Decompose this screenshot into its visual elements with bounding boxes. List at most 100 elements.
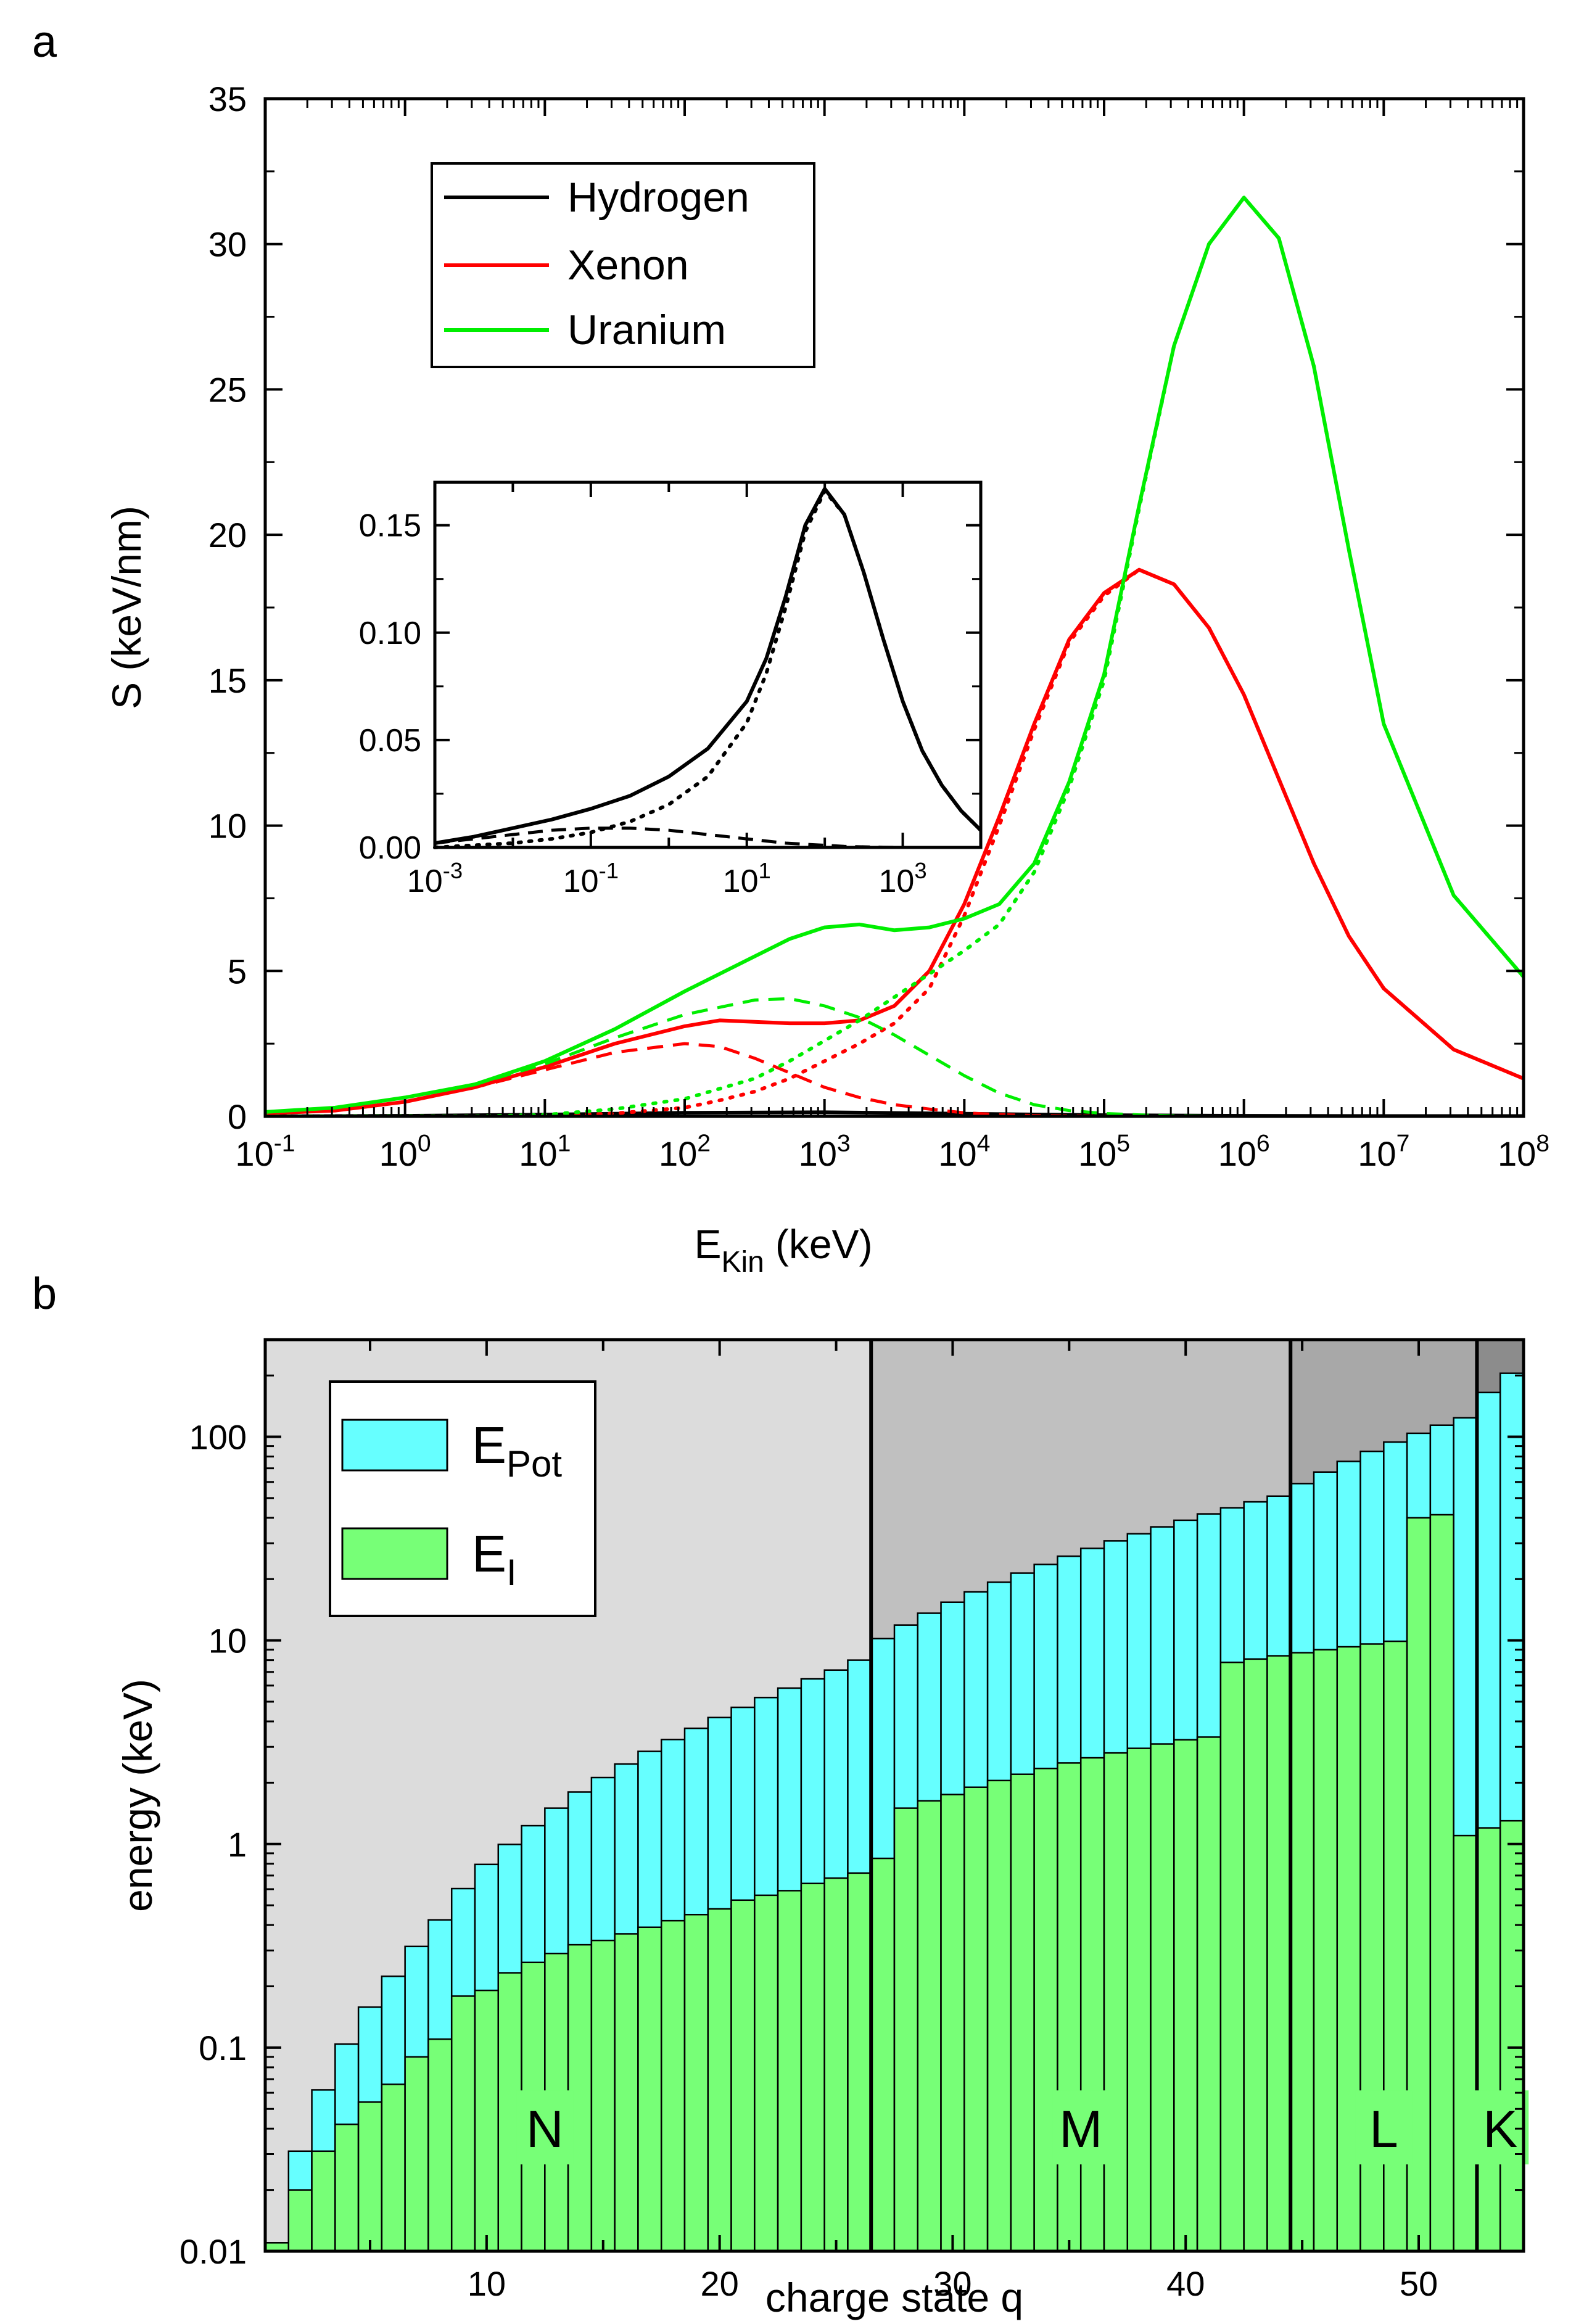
bar-ei-q8 <box>427 2038 453 2252</box>
inset-x-tick-label: 10-1 <box>563 858 619 899</box>
bar-ei-q37 <box>1103 1752 1129 2252</box>
panel-b-label: b <box>32 1269 57 1319</box>
inset-y-tick-label: 0.15 <box>359 508 421 544</box>
a-y-tick-label: 30 <box>208 225 247 264</box>
bar-ei-q45 <box>1289 1652 1315 2252</box>
inset-background <box>435 482 981 847</box>
curve-uranium-total <box>265 196 1524 1114</box>
panel-b-legend: EPot EI <box>329 1380 596 1617</box>
bar-ei-q40 <box>1173 1739 1198 2252</box>
bar-ei-q15 <box>590 1939 616 2252</box>
bar-ei-q42 <box>1219 1662 1245 2252</box>
bar-ei-q29 <box>917 1800 942 2252</box>
bar-ei-q33 <box>1010 1773 1035 2252</box>
a-x-tick-label: 106 <box>1218 1130 1270 1173</box>
a-x-tick-label: 107 <box>1358 1130 1409 1173</box>
inset-y-tick-label: 0.10 <box>359 616 421 651</box>
b-x-tick-label: 10 <box>468 2264 506 2303</box>
a-x-tick-label: 108 <box>1498 1130 1549 1173</box>
inset-axes: 10-3 10-1 101 103 0.00 0.05 0.10 0.15 <box>359 482 982 899</box>
curve-xenon-total <box>265 567 1524 1116</box>
panel-a-axes: 10-1 100 101 102 103 104 105 106 107 108 0 5 10 15 20 2… <box>208 80 1549 1173</box>
b-x-tick-label: 40 <box>1166 2264 1205 2303</box>
a-x-tick-label: 105 <box>1078 1130 1130 1173</box>
bar-ei-q38 <box>1126 1747 1152 2252</box>
bar-ei-q23 <box>777 1890 802 2252</box>
panel-a-inset-chart: 10-3 10-1 101 103 0.00 0.05 0.10 0.15 <box>359 480 983 899</box>
panel-b-legend-box <box>329 1380 596 1617</box>
legend-ei-swatch <box>341 1527 448 1580</box>
inset-frame <box>433 480 983 849</box>
bar-ei-q26 <box>847 1872 872 2252</box>
legend-uranium-label: Uranium <box>567 307 726 353</box>
shell-label-bg-l <box>1355 2090 1413 2165</box>
panel-a-y-axis-title: S (keV/nm) <box>104 506 149 709</box>
bar-ei-q5 <box>357 2101 383 2252</box>
bar-ei-q53 <box>1476 1827 1501 2252</box>
a-x-tick-label: 101 <box>519 1130 571 1173</box>
bar-ei-q52 <box>1453 1834 1478 2252</box>
a-y-tick-label: 20 <box>208 516 247 554</box>
bar-ei-q46 <box>1313 1649 1339 2252</box>
bar-ei-q34 <box>1033 1768 1058 2252</box>
bar-ei-q16 <box>614 1933 639 2252</box>
inset-y-tick-label: 0.00 <box>359 830 421 866</box>
shell-label-m: M <box>1059 2100 1102 2158</box>
inset-hydrogen-total <box>434 487 983 845</box>
panel-a-chart: 10-1 100 101 102 103 104 105 106 107 108 0 5 10 15 20 2… <box>104 80 1549 1279</box>
legend-ei-label: EI <box>472 1525 517 1593</box>
legend-hydrogen-label: Hydrogen <box>567 174 749 221</box>
b-y-tick-label: 0.01 <box>179 2232 247 2271</box>
panel-b-chart: N M L K 10 20 30 40 50 0.01 0.1 1 10 100 energy (keV… <box>115 1338 1529 2320</box>
bar-ei-q43 <box>1243 1658 1268 2252</box>
a-x-tick-label: 102 <box>659 1130 711 1173</box>
b-y-tick-label: 0.1 <box>199 2029 247 2067</box>
b-x-tick-label: 30 <box>933 2264 971 2303</box>
bar-ei-q10 <box>474 1989 500 2252</box>
bar-ei-q24 <box>800 1882 825 2252</box>
bar-ei-q7 <box>404 2056 429 2252</box>
panel-b-axes: 10 20 30 40 50 0.01 0.1 1 10 100 <box>179 1338 1524 2303</box>
a-y-tick-label: 5 <box>228 952 247 991</box>
panel-b-frame <box>263 1338 1525 2253</box>
panel-b-x-axis-title: charge state q <box>765 2275 1023 2320</box>
b-x-tick-label: 20 <box>701 2264 739 2303</box>
bar-ei-q36 <box>1079 1757 1105 2252</box>
inset-x-tick-label: 103 <box>879 858 927 899</box>
a-x-tick-label: 100 <box>379 1130 431 1173</box>
b-y-tick-label: 100 <box>189 1418 247 1457</box>
a-y-tick-label: 0 <box>228 1097 247 1136</box>
bar-ei-q19 <box>683 1913 709 2252</box>
panel-a-label: a <box>32 17 57 67</box>
bar-ei-q41 <box>1196 1736 1222 2252</box>
bar-ei-q4 <box>334 2124 360 2252</box>
a-y-tick-label: 25 <box>208 370 247 409</box>
bar-ei-q2 <box>287 2189 313 2252</box>
bar-ei-q20 <box>707 1908 732 2252</box>
bar-ei-q3 <box>311 2150 336 2252</box>
b-y-tick-label: 10 <box>208 1621 247 1660</box>
bar-ei-q30 <box>940 1794 965 2252</box>
panel-b-y-axis-title: energy (keV) <box>115 1679 160 1912</box>
legend-epot-label: EPot <box>472 1416 562 1485</box>
bar-ei-q28 <box>893 1807 919 2252</box>
shell-label-l: L <box>1369 2100 1398 2158</box>
panel-a-legend: Hydrogen Xenon Uranium <box>431 162 815 368</box>
bar-ei-q18 <box>660 1919 686 2252</box>
panel-a-x-axis-title-main: E <box>694 1221 721 1267</box>
a-y-tick-label: 35 <box>208 80 247 118</box>
bar-ei-q17 <box>637 1926 662 2252</box>
bar-ei-q6 <box>381 2083 406 2252</box>
bar-ei-q21 <box>730 1899 756 2252</box>
panel-a-x-axis-title-sub: Kin <box>721 1246 764 1279</box>
bar-ei-q54 <box>1499 1819 1525 2252</box>
bar-ei-q27 <box>870 1857 896 2252</box>
a-y-tick-label: 10 <box>208 807 247 846</box>
shell-label-bg-m <box>1052 2090 1110 2165</box>
inset-x-tick-label: 10-3 <box>407 858 463 899</box>
shell-label-bg-k <box>1472 2090 1529 2165</box>
b-y-tick-label: 1 <box>228 1825 247 1864</box>
legend-xenon-label: Xenon <box>567 242 689 289</box>
